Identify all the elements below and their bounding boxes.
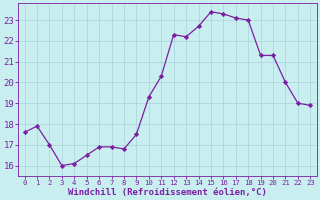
X-axis label: Windchill (Refroidissement éolien,°C): Windchill (Refroidissement éolien,°C)	[68, 188, 267, 197]
